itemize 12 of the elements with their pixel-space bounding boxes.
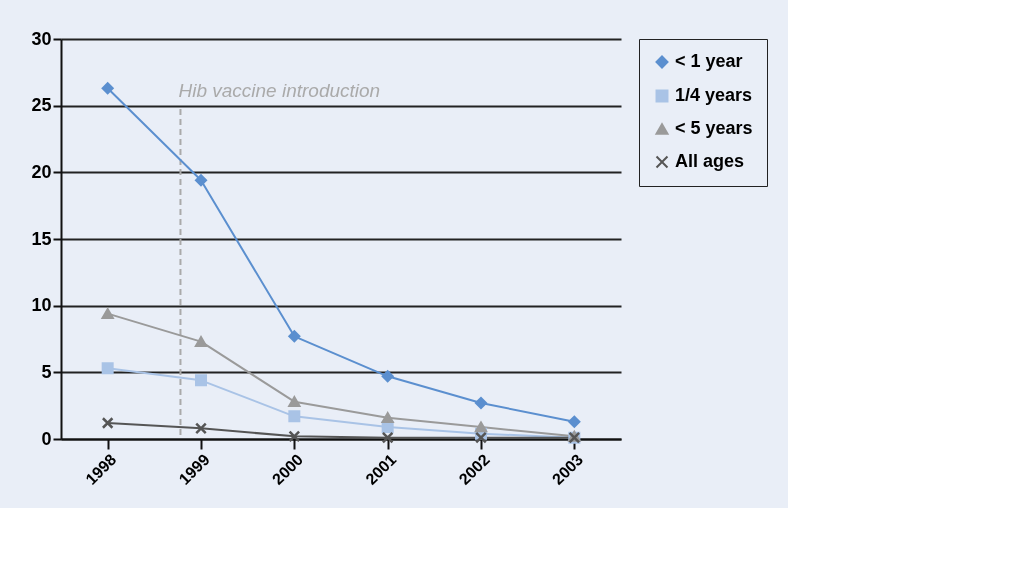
- y-tick-label: 0: [41, 428, 52, 449]
- legend-label: < 1 year: [675, 51, 743, 71]
- y-tick-label: 20: [31, 161, 52, 182]
- ref-line-label: Hib vaccine introduction: [178, 80, 381, 101]
- legend-label: All ages: [675, 151, 745, 171]
- y-tick-label: 5: [41, 361, 52, 382]
- legend-label: 1/4 years: [675, 85, 753, 105]
- y-tick-label: 10: [31, 295, 52, 316]
- y-tick-label: 25: [31, 95, 52, 116]
- y-tick-label: 30: [31, 28, 52, 49]
- y-tick-label: 15: [31, 228, 52, 249]
- legend-label: < 5 years: [675, 118, 753, 138]
